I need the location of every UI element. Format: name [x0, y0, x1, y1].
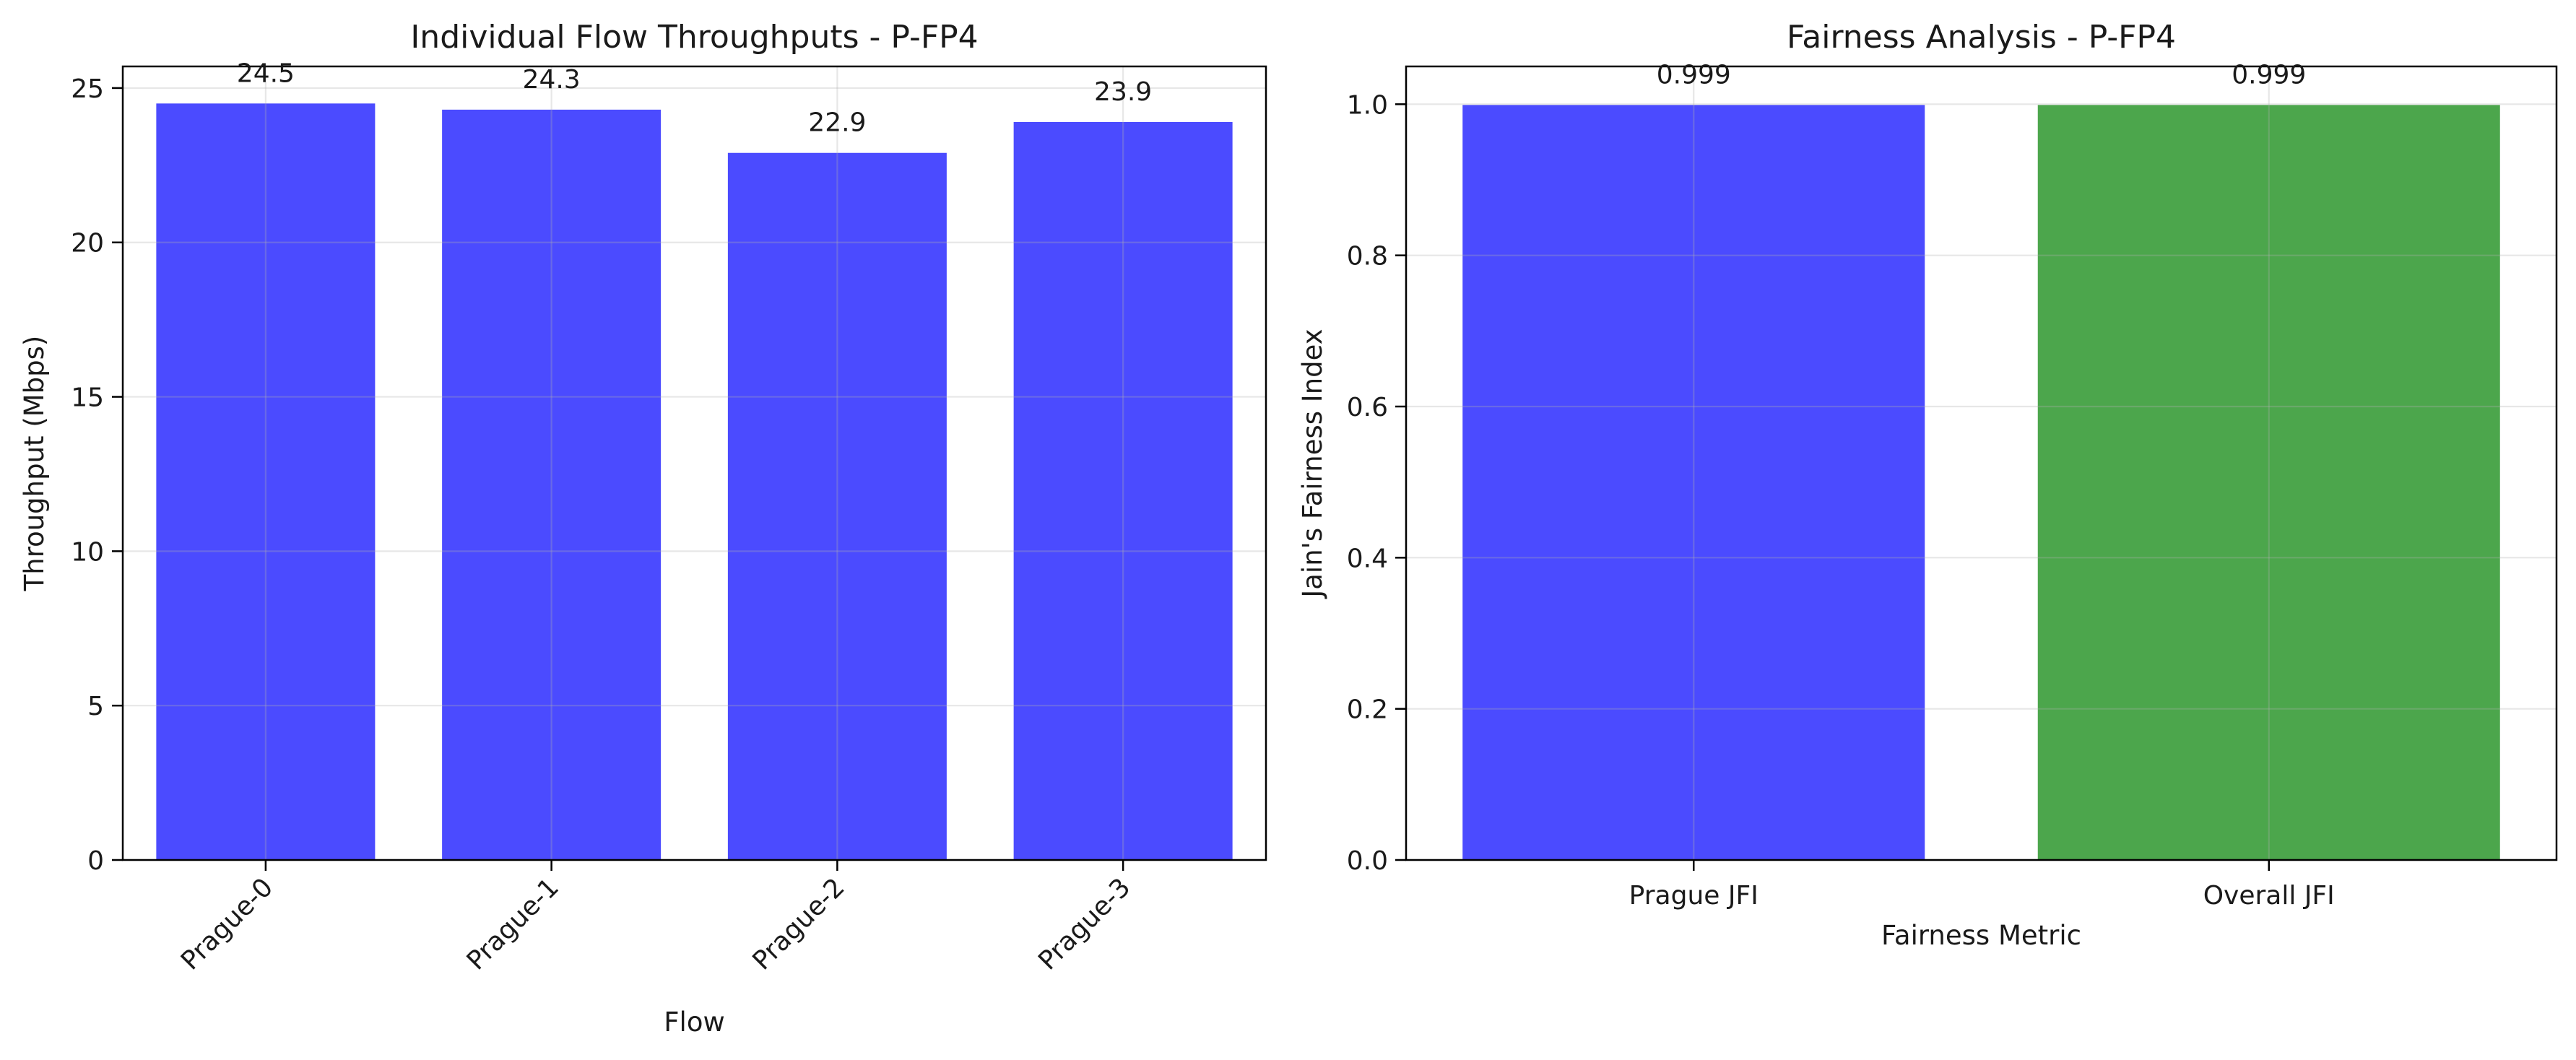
x-axis-label: Fairness Metric [1881, 920, 2081, 951]
y-axis-label: Jain's Fairness Index [1297, 329, 1328, 599]
bar-prague-1 [442, 109, 662, 861]
bar-prague-2 [727, 152, 947, 860]
y-tick-label: 20 [71, 229, 104, 259]
data-label: 23.9 [1094, 77, 1152, 107]
x-tick-label: Prague JFI [1629, 881, 1758, 911]
bar-prague-jfi [1462, 105, 1925, 860]
bar-prague-3 [1013, 121, 1233, 860]
y-tick-label: 5 [87, 692, 104, 721]
data-label: 22.9 [808, 108, 866, 138]
bar-prague-0 [156, 103, 376, 860]
fairness-chart: 0.0 0.2 0.4 0.6 0.8 1.0 Prague JFI Overall JFI 0… [1297, 19, 2558, 951]
x-tick-label: Prague-2 [747, 872, 850, 976]
y-tick-label: 0.6 [1347, 393, 1388, 422]
data-label: 24.5 [237, 58, 295, 88]
chart-title: Individual Flow Throughputs - P-FP4 [410, 19, 978, 56]
y-tick-label: 25 [71, 74, 104, 104]
y-tick-label: 10 [71, 537, 104, 567]
chart-title: Fairness Analysis - P-FP4 [1787, 19, 2176, 56]
y-tick-label: 0.8 [1347, 242, 1388, 271]
y-tick-label: 0.0 [1347, 846, 1388, 876]
y-tick-label: 0.2 [1347, 695, 1388, 725]
x-tick-label: Overall JFI [2203, 881, 2335, 911]
y-tick-label: 0 [87, 846, 104, 876]
axes-frame [1405, 65, 2558, 861]
x-tick-label: Prague-1 [461, 872, 565, 976]
throughput-chart: 0 5 10 15 20 25 Prague-0 Prague-1 Prague-2 Prague… [19, 19, 1267, 1038]
data-label: 24.3 [523, 65, 581, 95]
y-tick-label: 15 [71, 383, 104, 413]
axes-frame [121, 65, 1267, 861]
bar-overall-jfi [2037, 105, 2500, 860]
y-tick-label: 1.0 [1347, 90, 1388, 120]
data-label: 0.999 [2232, 60, 2306, 90]
data-label: 0.999 [1657, 60, 1731, 90]
x-axis-label: Flow [664, 1007, 724, 1038]
y-axis-label: Throughput (Mbps) [19, 336, 50, 592]
x-tick-label: Prague-0 [175, 872, 279, 976]
y-tick-label: 0.4 [1347, 544, 1388, 573]
x-tick-label: Prague-3 [1033, 872, 1136, 976]
